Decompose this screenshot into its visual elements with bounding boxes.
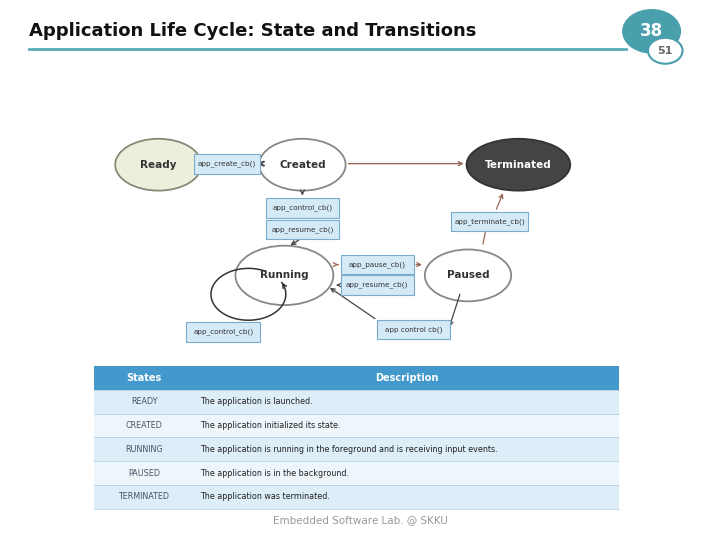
Text: The application is running in the foreground and is receiving input events.: The application is running in the foregr… [200, 445, 498, 454]
FancyBboxPatch shape [377, 320, 450, 339]
Text: The application initialized its state.: The application initialized its state. [200, 421, 341, 430]
Ellipse shape [115, 139, 202, 191]
FancyBboxPatch shape [94, 366, 619, 390]
FancyBboxPatch shape [266, 220, 339, 239]
Text: Terminated: Terminated [485, 160, 552, 170]
FancyBboxPatch shape [194, 153, 260, 174]
Ellipse shape [259, 139, 346, 191]
Text: The application was terminated.: The application was terminated. [200, 492, 330, 501]
FancyBboxPatch shape [451, 212, 528, 231]
FancyBboxPatch shape [341, 255, 414, 274]
Text: 51: 51 [657, 46, 673, 56]
FancyBboxPatch shape [94, 437, 619, 461]
Text: READY: READY [131, 397, 157, 406]
Text: 38: 38 [640, 22, 663, 40]
Text: app_control_cb(): app_control_cb() [272, 205, 333, 211]
Text: app_pause_cb(): app_pause_cb() [348, 261, 406, 268]
Circle shape [623, 10, 680, 53]
FancyBboxPatch shape [94, 461, 619, 485]
Ellipse shape [235, 246, 333, 305]
FancyBboxPatch shape [341, 275, 414, 295]
Text: app control cb(): app control cb() [384, 326, 442, 333]
Ellipse shape [425, 249, 511, 301]
Text: Created: Created [279, 160, 325, 170]
FancyBboxPatch shape [94, 414, 619, 437]
Text: app_terminate_cb(): app_terminate_cb() [454, 218, 525, 225]
Text: app_resume_cb(): app_resume_cb() [346, 282, 408, 288]
Text: PAUSED: PAUSED [128, 469, 160, 477]
Text: Ready: Ready [140, 160, 176, 170]
Text: The application is launched.: The application is launched. [200, 397, 312, 406]
FancyBboxPatch shape [94, 485, 619, 509]
Text: Application Life Cycle: State and Transitions: Application Life Cycle: State and Transi… [29, 22, 476, 40]
Text: States: States [127, 373, 161, 383]
Text: Paused: Paused [446, 271, 490, 280]
FancyBboxPatch shape [94, 390, 619, 414]
Text: app_create_cb(): app_create_cb() [198, 160, 256, 167]
Text: app_control_cb(): app_control_cb() [193, 329, 253, 335]
Text: Embedded Software Lab. @ SKKU: Embedded Software Lab. @ SKKU [273, 516, 447, 525]
Circle shape [648, 38, 683, 64]
Text: RUNNING: RUNNING [125, 445, 163, 454]
FancyBboxPatch shape [266, 198, 339, 218]
Text: CREATED: CREATED [125, 421, 163, 430]
Text: Description: Description [375, 373, 438, 383]
Text: Running: Running [260, 271, 309, 280]
Text: TERMINATED: TERMINATED [119, 492, 169, 501]
Text: The application is in the background.: The application is in the background. [200, 469, 349, 477]
Ellipse shape [467, 139, 570, 191]
FancyBboxPatch shape [186, 322, 260, 342]
Text: app_resume_cb(): app_resume_cb() [271, 226, 333, 233]
